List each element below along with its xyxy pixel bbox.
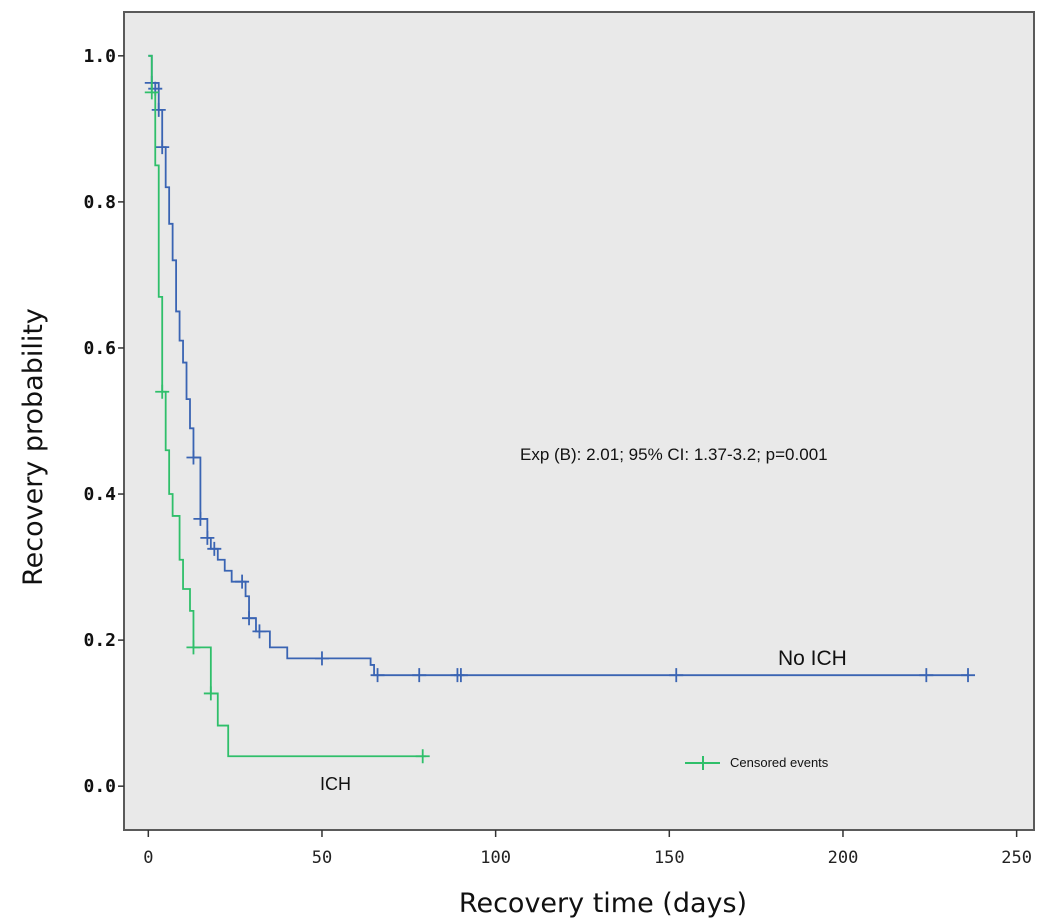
x-axis-title: Recovery time (days) <box>459 888 747 919</box>
x-axis: 0 50 100 150 200 250 <box>143 830 1032 868</box>
censored-mark <box>186 640 201 655</box>
censored-mark <box>252 624 267 639</box>
censored-mark <box>412 668 427 683</box>
censored-mark <box>415 749 430 764</box>
x-tick-label: 0 <box>143 848 153 868</box>
x-tick-label: 100 <box>480 848 511 868</box>
annotation-text: Exp (B): 2.01; 95% CI: 1.37-3.2; p=0.001 <box>520 445 828 464</box>
y-tick-label: 0.0 <box>83 776 116 797</box>
y-axis-title: Recovery probability <box>18 308 49 586</box>
legend-label: Censored events <box>730 755 829 770</box>
censored-mark <box>669 668 684 683</box>
censored-mark <box>207 541 222 556</box>
censored-mark <box>235 574 250 589</box>
y-tick-label: 0.2 <box>83 630 116 651</box>
series-ich <box>144 54 430 764</box>
y-tick-label: 0.8 <box>83 192 116 213</box>
y-axis: 0.0 0.2 0.4 0.6 0.8 1.0 <box>83 46 124 797</box>
censored-mark <box>144 85 159 100</box>
censored-mark <box>961 668 976 683</box>
censored-mark <box>453 668 468 683</box>
censored-mark <box>200 530 215 545</box>
censored-mark <box>242 611 257 626</box>
censored-mark <box>186 450 201 465</box>
censored-mark <box>193 511 208 526</box>
x-tick-label: 200 <box>828 848 859 868</box>
x-tick-label: 150 <box>654 848 685 868</box>
y-tick-label: 1.0 <box>83 46 116 67</box>
x-tick-label: 50 <box>312 848 332 868</box>
censored-mark <box>151 102 166 117</box>
censored-mark <box>155 140 170 155</box>
x-tick-label: 250 <box>1001 848 1032 868</box>
plot-background <box>123 11 1035 831</box>
censored-mark <box>203 686 218 701</box>
censored-mark <box>919 668 934 683</box>
y-tick-label: 0.6 <box>83 338 116 359</box>
censored-mark <box>370 668 385 683</box>
series-label-no-ich: No ICH <box>778 647 847 670</box>
series-no-ich <box>144 54 976 683</box>
series-label-ich: ICH <box>320 774 351 794</box>
censored-mark <box>155 384 170 399</box>
y-tick-label: 0.4 <box>83 484 116 505</box>
legend: Censored events <box>685 755 829 770</box>
series-layer <box>144 54 976 764</box>
censored-mark <box>314 651 329 666</box>
